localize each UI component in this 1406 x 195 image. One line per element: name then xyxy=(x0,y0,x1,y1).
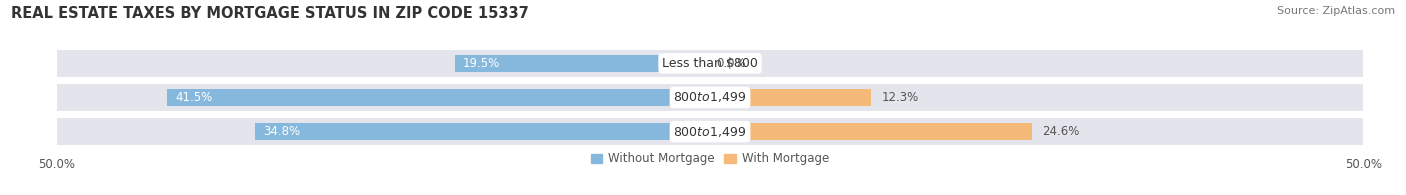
Text: REAL ESTATE TAXES BY MORTGAGE STATUS IN ZIP CODE 15337: REAL ESTATE TAXES BY MORTGAGE STATUS IN … xyxy=(11,6,529,21)
Bar xyxy=(254,123,710,140)
Bar xyxy=(56,83,1364,112)
Bar xyxy=(456,54,710,72)
Text: 34.8%: 34.8% xyxy=(263,125,299,138)
Bar xyxy=(56,49,1364,78)
Legend: Without Mortgage, With Mortgage: Without Mortgage, With Mortgage xyxy=(586,148,834,170)
Text: 19.5%: 19.5% xyxy=(463,57,501,70)
Bar xyxy=(56,117,1364,146)
Text: $800 to $1,499: $800 to $1,499 xyxy=(673,125,747,139)
Text: 12.3%: 12.3% xyxy=(882,91,918,104)
Bar xyxy=(710,89,870,106)
Text: $800 to $1,499: $800 to $1,499 xyxy=(673,90,747,105)
Text: 41.5%: 41.5% xyxy=(176,91,212,104)
Bar xyxy=(56,49,1364,78)
Bar xyxy=(710,123,1032,140)
Text: Source: ZipAtlas.com: Source: ZipAtlas.com xyxy=(1277,6,1395,16)
Bar xyxy=(56,117,1364,146)
Text: Less than $800: Less than $800 xyxy=(662,57,758,70)
Bar xyxy=(167,89,710,106)
Text: 0.0%: 0.0% xyxy=(717,57,747,70)
Text: 24.6%: 24.6% xyxy=(1042,125,1080,138)
Bar xyxy=(56,83,1364,112)
